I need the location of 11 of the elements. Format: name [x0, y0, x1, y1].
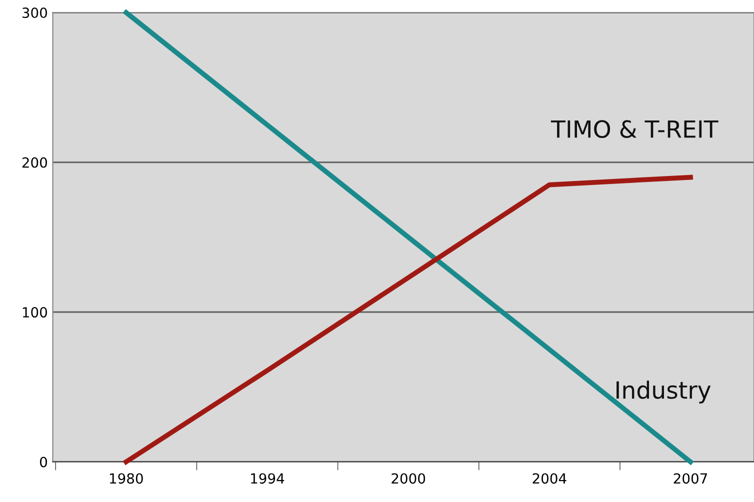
- y-tick-label: 0: [40, 456, 47, 468]
- y-tick-label: 100: [22, 307, 47, 318]
- x-tick-label: 2007: [674, 473, 707, 484]
- y-tick-label: 200: [22, 157, 47, 168]
- x-tick-label: 2000: [392, 473, 426, 484]
- x-tick-label: 2004: [532, 473, 566, 484]
- series-label: Industry: [616, 380, 711, 404]
- x-tick-label: 1980: [110, 473, 143, 484]
- y-tick-label: 300: [22, 8, 47, 18]
- series-label: TIMO & T-REIT: [550, 120, 718, 138]
- x-tick-label: 1994: [251, 473, 284, 484]
